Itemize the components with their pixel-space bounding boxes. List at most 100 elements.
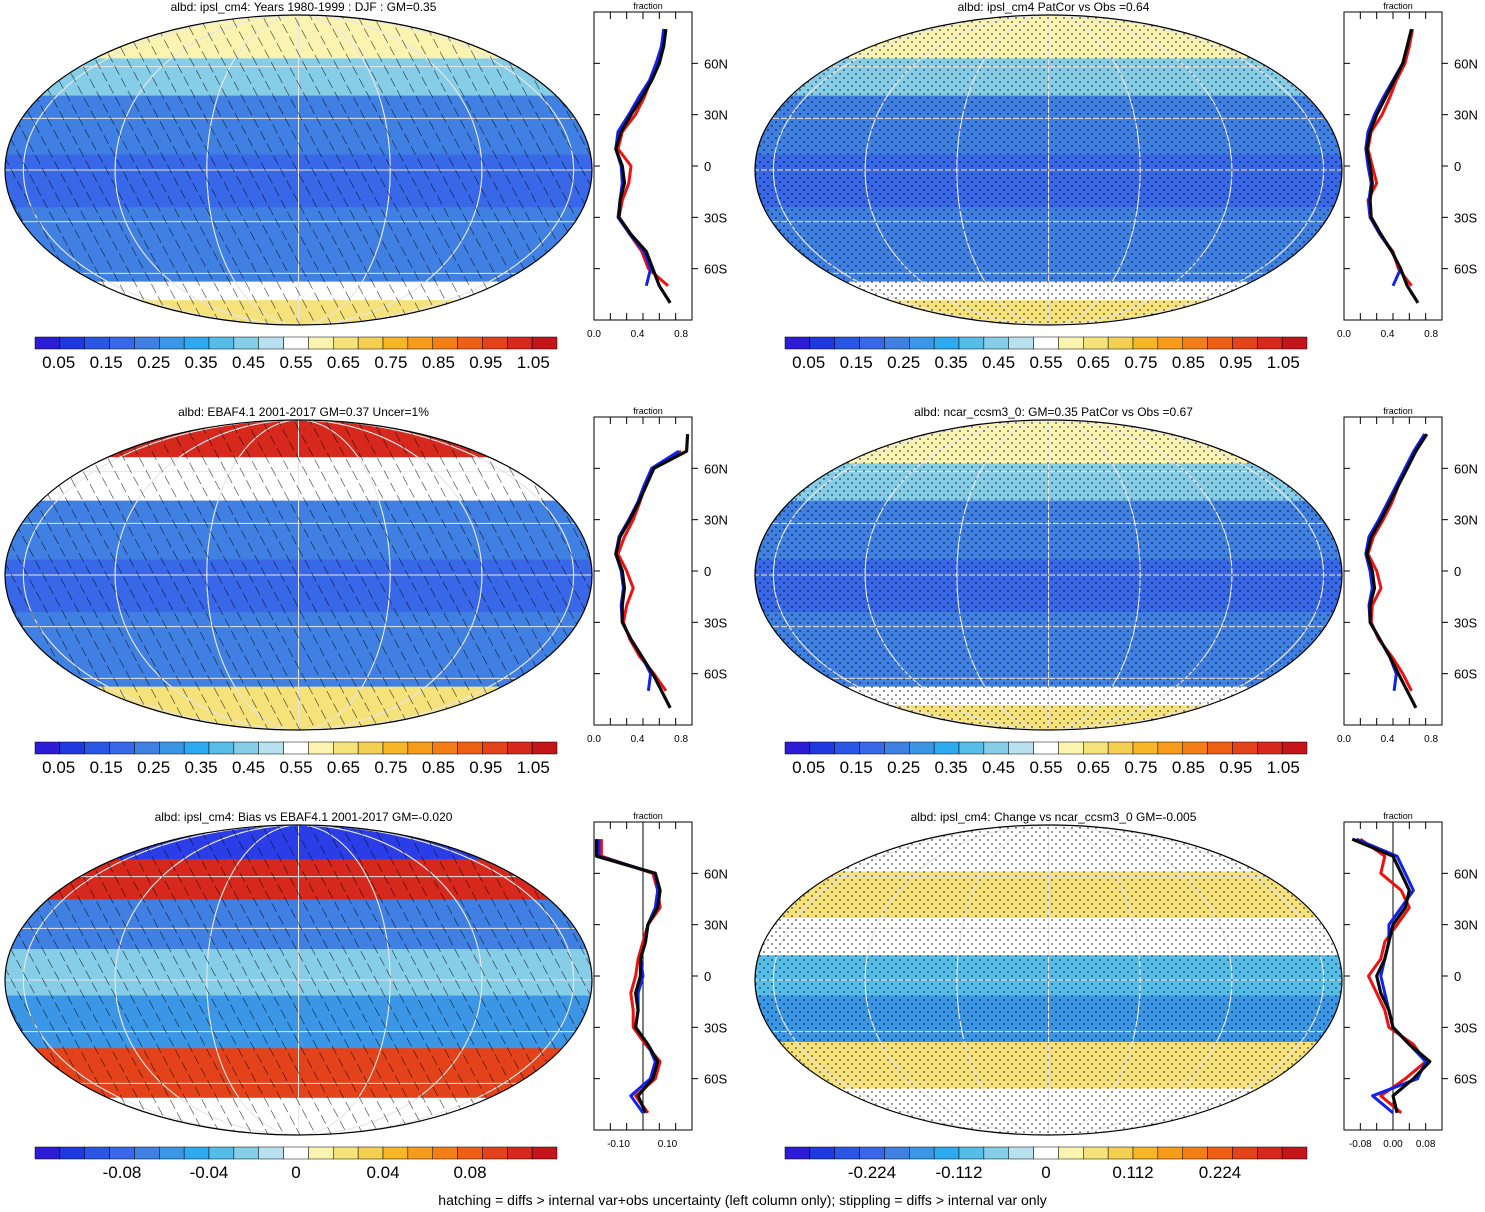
colorbar-swatch [333, 741, 359, 755]
zonal-series-line [1365, 433, 1429, 709]
colorbar-swatch [382, 336, 409, 350]
colorbar-swatch [1257, 741, 1283, 755]
colorbar-swatch [834, 1146, 860, 1160]
colorbar-swatch [34, 741, 61, 755]
colorbar-swatch [357, 1146, 384, 1160]
colorbar-swatch [258, 741, 284, 755]
zonal-y-tick-label: 60N [704, 866, 728, 881]
map-border [754, 419, 1343, 731]
zonal-y-tick-label: 30N [1454, 108, 1478, 123]
colorbar-swatch [233, 336, 259, 350]
colorbar-tick-label: 0.08 [453, 1163, 486, 1182]
colorbar-swatch [482, 741, 508, 755]
colorbar-tick-label: 1.05 [517, 353, 550, 372]
colorbar-tick-label: 0.15 [840, 353, 873, 372]
map-border [754, 824, 1343, 1136]
figure-footer: hatching = diffs > internal var+obs unce… [438, 1192, 1047, 1208]
colorbar-tick-label: 0.05 [792, 758, 825, 777]
colorbar-swatch [457, 336, 483, 350]
zonal-series-line [1365, 28, 1420, 304]
colorbar-swatch [1033, 741, 1059, 755]
colorbar-swatch [1207, 336, 1233, 350]
colorbar-swatch [1257, 1146, 1283, 1160]
colorbar-swatch [1107, 1146, 1134, 1160]
colorbar-swatch [531, 336, 558, 350]
colorbar-swatch [1033, 336, 1059, 350]
zonal-mean-plot: fraction -0.10 0.10 60N 30N 0 30S 60S [593, 811, 728, 1150]
colorbar-swatch [809, 741, 835, 755]
panel-5: albd: ipsl_cm4: Bias vs EBAF4.1 2001-201… [4, 810, 728, 1182]
zonal-y-tick-label: 60S [1454, 667, 1477, 682]
zonal-y-tick-label: 60S [1454, 1072, 1477, 1087]
map-title: albd: ipsl_cm4: Change vs ncar_ccsm3_0 G… [911, 810, 1197, 824]
panel-4: albd: ncar_ccsm3_0: GM=0.35 PatCor vs Ob… [754, 405, 1478, 777]
colorbar-swatch [933, 741, 960, 755]
colorbar-swatch [208, 741, 235, 755]
colorbar: -0.08 -0.04 0 0.04 0.08 [34, 1146, 558, 1182]
colorbar-tick-label: 0.65 [1077, 758, 1110, 777]
colorbar-swatch [1182, 1146, 1208, 1160]
colorbar-swatch [432, 336, 458, 350]
colorbar-swatch [1207, 741, 1233, 755]
map-field [755, 420, 1342, 730]
colorbar-tick-label: 0.05 [42, 353, 75, 372]
zonal-y-tick-label: 0 [704, 159, 711, 174]
colorbar-swatch [59, 336, 85, 350]
colorbar-swatch [531, 741, 558, 755]
colorbar-swatch [834, 336, 860, 350]
colorbar-swatch [884, 741, 910, 755]
colorbar-swatch [283, 741, 309, 755]
colorbar-swatch [909, 336, 935, 350]
zonal-y-tick-label: 30S [1454, 210, 1477, 225]
zonal-frame [1343, 416, 1443, 726]
colorbar-swatch [983, 336, 1009, 350]
map-field [5, 420, 592, 730]
colorbar-swatch [283, 336, 309, 350]
colorbar-tick-label: 0.65 [327, 758, 360, 777]
zonal-mean-plot: fraction 0.0 0.4 0.8 60N 30N 0 30S 60S [1337, 1, 1478, 340]
zonal-x-tick-label: 0.0 [587, 734, 601, 745]
colorbar-tick-label: 0.95 [469, 758, 502, 777]
zonal-y-tick-label: 60N [704, 461, 728, 476]
zonal-y-tick-label: 60S [704, 262, 727, 277]
zonal-frame [1343, 11, 1443, 321]
map-border [4, 14, 593, 326]
colorbar-swatch [482, 1146, 508, 1160]
zonal-y-tick-label: 0 [704, 564, 711, 579]
colorbar: 0.05 0.15 0.25 0.35 0.45 0.55 0.65 0.75 0.85 0.95… [34, 336, 558, 372]
zonal-y-tick-label: 30N [1454, 918, 1478, 933]
map-field [755, 825, 1342, 1135]
colorbar-tick-label: 0.35 [185, 353, 218, 372]
zonal-x-tick-label: 0.4 [631, 329, 645, 340]
colorbar-tick-label: 1.05 [517, 758, 550, 777]
zonal-y-tick-label: 30S [704, 1020, 727, 1035]
colorbar-swatch [507, 741, 533, 755]
map-title: albd: ipsl_cm4 PatCor vs Obs =0.64 [958, 0, 1150, 14]
colorbar-swatch [258, 336, 284, 350]
colorbar-swatch [1281, 336, 1308, 350]
colorbar-swatch [958, 741, 985, 755]
colorbar-swatch [1107, 741, 1134, 755]
zonal-x-tick-label: 0.0 [1337, 734, 1351, 745]
colorbar-swatch [1257, 336, 1283, 350]
colorbar-tick-label: 0.25 [137, 353, 170, 372]
colorbar-swatch [357, 336, 384, 350]
colorbar-tick-label: 0.45 [982, 353, 1015, 372]
colorbar-swatch [183, 1146, 210, 1160]
map-field [5, 15, 592, 325]
colorbar-swatch [407, 336, 433, 350]
zonal-y-tick-label: 0 [1454, 159, 1461, 174]
colorbar-tick-label: 0.45 [232, 758, 265, 777]
colorbar-tick-label: 0.75 [1124, 758, 1157, 777]
colorbar-swatch [1132, 1146, 1159, 1160]
colorbar-swatch [1182, 336, 1208, 350]
colorbar-swatch [1058, 336, 1084, 350]
colorbar-swatch [1033, 1146, 1059, 1160]
colorbar-tick-label: 0.95 [1219, 353, 1252, 372]
zonal-x-tick-label: 0.00 [1383, 1139, 1403, 1150]
colorbar-tick-label: 0 [1041, 1163, 1050, 1182]
colorbar-swatch [1232, 741, 1258, 755]
colorbar-swatch [432, 1146, 458, 1160]
zonal-y-tick-label: 60N [1454, 866, 1478, 881]
zonal-series-line [1359, 837, 1428, 1115]
